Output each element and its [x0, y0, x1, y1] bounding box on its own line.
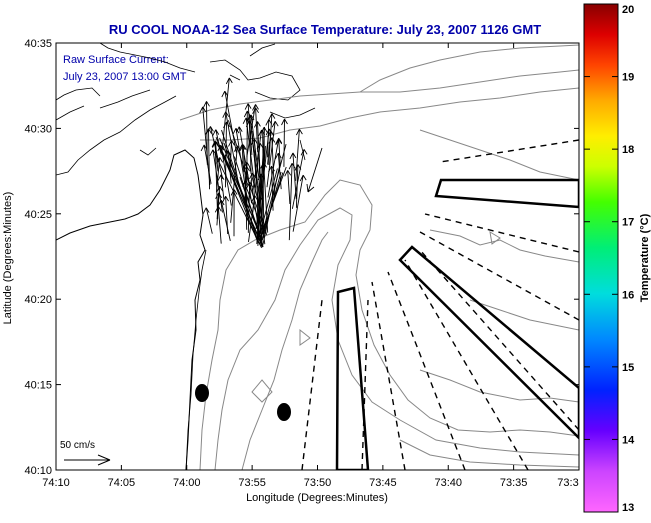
current-annotation-line-1: Raw Surface Current: — [63, 54, 169, 66]
x-tick-label: 73:40 — [434, 477, 462, 489]
colorbar-tick-label: 16 — [622, 289, 634, 301]
colorbar-tick-label: 20 — [622, 4, 634, 16]
coastline-inner — [186, 250, 206, 470]
x-tick-label: 73:3 — [557, 477, 578, 489]
x-tick-label: 74:00 — [173, 477, 201, 489]
y-axis-ticks: 40:10 40:15 40:20 40:25 40:30 40:35 — [24, 38, 579, 477]
plot-frame — [56, 43, 579, 470]
current-annotation-line-2: July 23, 2007 13:00 GMT — [63, 71, 187, 83]
mooring-marker-1 — [195, 384, 209, 402]
current-vector — [218, 200, 230, 241]
coastline — [56, 150, 205, 470]
current-vector — [285, 170, 291, 204]
colorbar-tick-label: 15 — [622, 362, 634, 374]
x-tick-label: 74:10 — [42, 477, 70, 489]
x-tick-label: 73:35 — [500, 477, 528, 489]
current-vector — [307, 148, 322, 192]
chart-title: RU COOL NOAA-12 Sea Surface Temperature:… — [109, 22, 541, 37]
y-tick-label: 40:10 — [24, 465, 52, 477]
isobath-3 — [242, 232, 579, 470]
x-tick-label: 73:55 — [238, 477, 266, 489]
colorbar-tick-label: 18 — [622, 144, 634, 156]
y-tick-label: 40:15 — [24, 380, 52, 392]
y-tick-label: 40:35 — [24, 38, 52, 50]
x-tick-label: 74:05 — [108, 477, 136, 489]
colorbar-tick-label: 13 — [622, 502, 634, 514]
colorbar-tick-label: 19 — [622, 72, 634, 84]
y-tick-label: 40:30 — [24, 123, 52, 135]
radar-sector-lines — [302, 140, 579, 470]
y-tick-label: 40:25 — [24, 209, 52, 221]
y-tick-label: 40:20 — [24, 294, 52, 306]
colorbar-label: Temperature (°C) — [639, 213, 651, 302]
x-tick-label: 73:50 — [304, 477, 332, 489]
map-plot-area — [56, 43, 579, 470]
current-vector — [262, 163, 280, 247]
current-vector — [203, 208, 212, 234]
current-vector — [282, 119, 288, 167]
isobath-6 — [252, 232, 579, 402]
isobath-5 — [360, 45, 579, 330]
colorbar-tick-label: 17 — [622, 217, 634, 229]
mooring-marker-2 — [277, 403, 291, 421]
transect-polygons — [337, 180, 579, 470]
x-axis-label: Longitude (Degrees:Minutes) — [246, 492, 388, 504]
colorbar — [584, 4, 618, 512]
colorbar-tick-label: 14 — [622, 434, 635, 446]
y-axis-label: Latitude (Degrees:Minutes) — [2, 192, 14, 325]
scale-arrow — [64, 455, 110, 465]
scale-label: 50 cm/s — [60, 440, 95, 451]
x-tick-label: 73:45 — [369, 477, 397, 489]
